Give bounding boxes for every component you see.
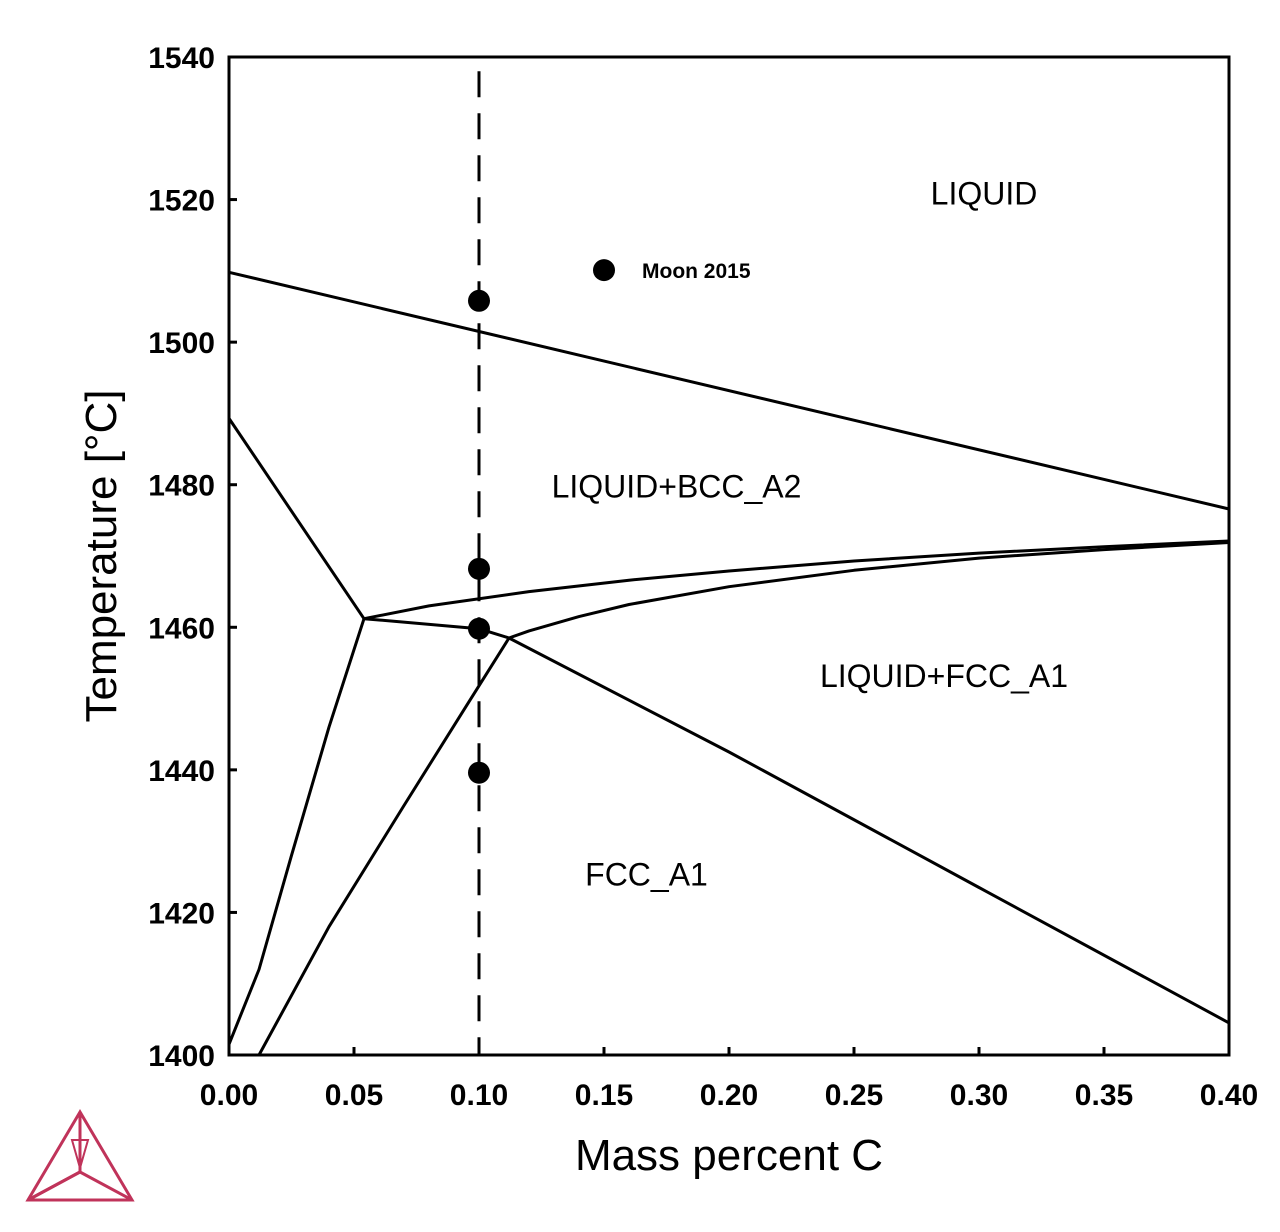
- experimental-points: [468, 289, 490, 784]
- phase-boundary-1: [228, 270, 1230, 511]
- phase-boundary-7: [227, 618, 366, 1045]
- thermo-calc-logo-icon: [25, 1109, 135, 1202]
- x-tick-label: 0.10: [450, 1079, 508, 1112]
- y-tick-label: 1460: [148, 612, 215, 645]
- phase-boundary-8: [257, 637, 511, 1056]
- x-axis-ticks: 0.00 0.05 0.10 0.15 0.20 0.25 0.30 0.35 0.40: [200, 1047, 1258, 1112]
- region-labels: LIQUID LIQUID+BCC_A2 LIQUID+FCC_A1 FCC_A1: [552, 176, 1068, 893]
- x-tick-label: 0.05: [325, 1079, 383, 1112]
- x-tick-label: 0.40: [1200, 1079, 1258, 1112]
- y-tick-label: 1520: [148, 185, 215, 218]
- phase-boundary-6: [508, 636, 1230, 1025]
- y-axis-ticks: 1400 1420 1440 1460 1480 1500 1520 1540: [148, 42, 237, 1073]
- region-label-1: LIQUID: [931, 176, 1038, 212]
- phase-boundaries: [227, 270, 1230, 1056]
- x-tick-label: 0.00: [200, 1079, 258, 1112]
- experimental-point-2: [468, 557, 490, 580]
- y-tick-label: 1500: [148, 327, 215, 360]
- region-label-4: FCC_A1: [585, 856, 708, 892]
- legend-marker: [593, 259, 615, 282]
- x-tick-label: 0.25: [825, 1079, 883, 1112]
- region-label-3: LIQUID+FCC_A1: [820, 658, 1068, 694]
- y-tick-label: 1480: [148, 470, 215, 503]
- x-tick-label: 0.15: [575, 1079, 633, 1112]
- y-tick-label: 1540: [148, 42, 215, 75]
- x-tick-label: 0.30: [950, 1079, 1008, 1112]
- legend-label: Moon 2015: [642, 260, 751, 283]
- x-tick-label: 0.20: [700, 1079, 758, 1112]
- experimental-point-4: [468, 761, 490, 784]
- legend: Moon 2015: [593, 259, 751, 283]
- y-tick-label: 1400: [148, 1040, 215, 1073]
- experimental-point-1: [468, 289, 490, 312]
- y-tick-label: 1420: [148, 897, 215, 930]
- experimental-point-3: [468, 617, 490, 640]
- region-label-2: LIQUID+BCC_A2: [552, 469, 802, 505]
- phase-boundary-4: [363, 539, 1230, 621]
- phase-boundary-2: [227, 417, 366, 620]
- x-tick-label: 0.35: [1075, 1079, 1133, 1112]
- x-axis-title: Mass percent C: [575, 1131, 883, 1180]
- y-tick-label: 1440: [148, 755, 215, 788]
- plot-frame: [227, 55, 1231, 1057]
- phase-boundary-5: [508, 541, 1230, 640]
- y-axis-title: Temperature [°C]: [77, 389, 126, 722]
